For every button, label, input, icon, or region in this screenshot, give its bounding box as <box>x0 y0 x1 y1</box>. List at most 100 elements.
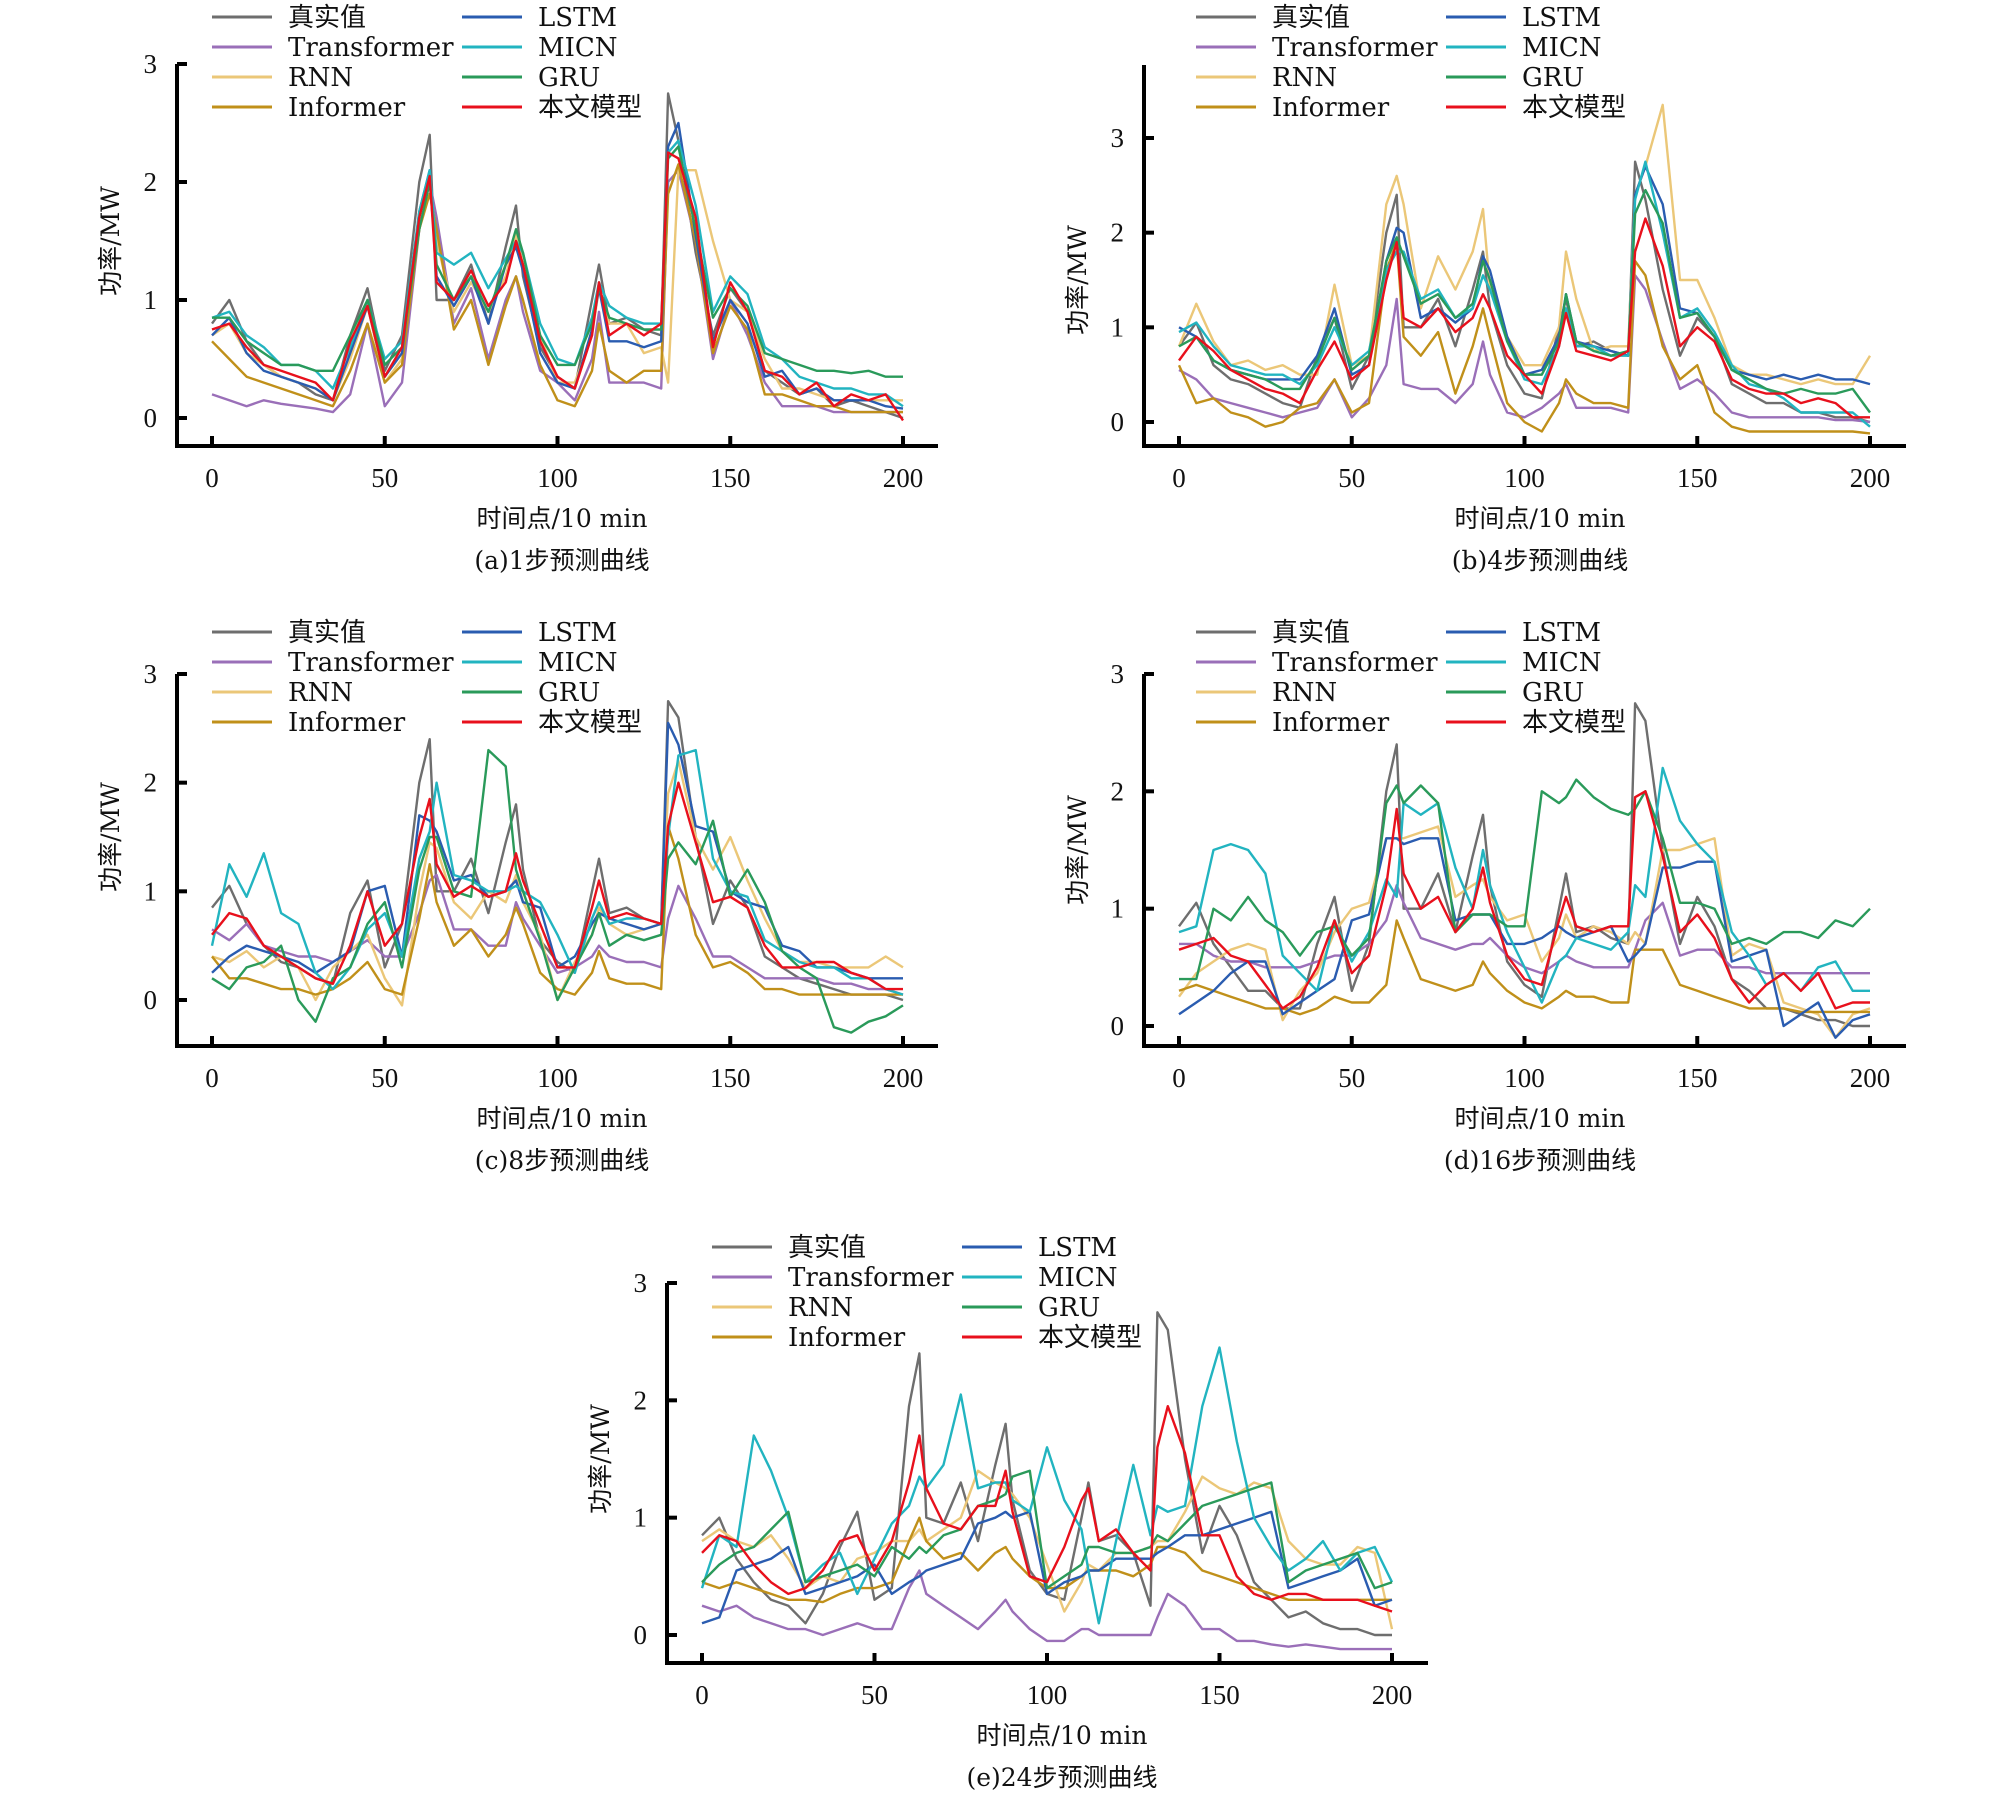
legend-label: MICN <box>1522 648 1602 678</box>
series-line-3 <box>211 163 903 414</box>
legend-item: Informer <box>212 93 406 123</box>
y-tick-label: 0 <box>1111 407 1125 437</box>
legend-item: GRU <box>962 1293 1100 1323</box>
legend-label: 真实值 <box>788 1233 866 1263</box>
x-tick-label: 0 <box>1172 463 1186 493</box>
legend-item: Informer <box>1196 708 1390 738</box>
legend-label: Transformer <box>288 33 454 63</box>
legend-item: Transformer <box>212 33 454 63</box>
y-tick-label: 0 <box>634 1620 648 1650</box>
series-line-0 <box>211 700 904 1002</box>
legend-label: RNN <box>1272 678 1337 708</box>
legend-item: RNN <box>1196 678 1337 708</box>
legend-item: MICN <box>1446 33 1602 63</box>
y-tick-label: 0 <box>1111 1011 1125 1041</box>
legend-label: GRU <box>1522 678 1584 708</box>
y-tick-label: 2 <box>144 167 158 197</box>
series-line-6 <box>211 748 904 1034</box>
x-tick-label: 100 <box>1504 1063 1545 1093</box>
legend-label: 本文模型 <box>538 93 642 123</box>
legend-item: RNN <box>212 63 353 93</box>
legend-label: 本文模型 <box>1038 1323 1142 1353</box>
series-line-7 <box>1178 790 1870 1010</box>
legend-item: Transformer <box>712 1263 954 1293</box>
y-tick-label: 2 <box>1111 218 1125 248</box>
legend-item: Informer <box>712 1323 906 1353</box>
x-tick-label: 150 <box>1199 1680 1240 1710</box>
legend-label: Transformer <box>1272 648 1438 678</box>
x-axis-label: 时间点/10 min <box>477 504 648 533</box>
series-line-5 <box>211 139 904 408</box>
series-line-4 <box>1178 837 1871 1039</box>
series-line-7 <box>701 1405 1393 1613</box>
x-tick-label: 200 <box>1850 463 1891 493</box>
legend-label: Transformer <box>1272 33 1438 63</box>
legend-item: RNN <box>712 1293 853 1323</box>
legend-item: GRU <box>462 63 600 93</box>
legend-item: LSTM <box>1446 3 1601 33</box>
legend-item: MICN <box>462 33 618 63</box>
series-line-7 <box>1178 217 1870 419</box>
legend-item: GRU <box>1446 678 1584 708</box>
x-tick-label: 100 <box>1027 1680 1068 1710</box>
legend-label: GRU <box>1522 63 1584 93</box>
y-axis-label: 功率/MW <box>96 782 125 892</box>
series-line-3 <box>1177 240 1871 435</box>
x-tick-label: 150 <box>1677 463 1718 493</box>
y-tick-label: 3 <box>144 49 158 79</box>
legend-item: 真实值 <box>1196 618 1350 648</box>
legend-item: GRU <box>462 678 600 708</box>
y-axis-label: 功率/MW <box>586 1404 615 1514</box>
legend-label: 真实值 <box>288 618 366 648</box>
series-line-7 <box>211 151 904 422</box>
legend-label: LSTM <box>1522 618 1601 648</box>
legend-label: 真实值 <box>288 3 366 33</box>
series-line-4 <box>1178 165 1871 386</box>
y-tick-label: 0 <box>144 403 158 433</box>
legend-label: 本文模型 <box>1522 708 1626 738</box>
x-tick-label: 0 <box>695 1680 709 1710</box>
x-tick-label: 50 <box>371 463 398 493</box>
legend-item: 真实值 <box>212 618 366 648</box>
series-line-0 <box>211 92 904 420</box>
legend-label: MICN <box>1522 33 1602 63</box>
x-axis-label: 时间点/10 min <box>1455 504 1626 533</box>
y-tick-label: 1 <box>144 876 158 906</box>
legend-item: LSTM <box>962 1233 1117 1263</box>
x-tick-label: 150 <box>710 1063 751 1093</box>
legend-item: GRU <box>1446 63 1584 93</box>
y-tick-label: 2 <box>144 768 158 798</box>
legend-label: GRU <box>538 63 600 93</box>
series-line-4 <box>701 1510 1393 1625</box>
legend-label: Informer <box>288 93 406 123</box>
y-tick-label: 1 <box>1111 894 1125 924</box>
legend-label: 本文模型 <box>538 708 642 738</box>
panel-caption: (e)24步预测曲线 <box>966 1763 1157 1792</box>
legend-item: MICN <box>1446 648 1602 678</box>
series-line-5 <box>1178 766 1870 1004</box>
legend-item: LSTM <box>1446 618 1601 648</box>
legend-label: Informer <box>1272 93 1390 123</box>
series-line-7 <box>211 781 903 991</box>
legend-item: 本文模型 <box>1446 93 1626 123</box>
series-line-3 <box>1178 919 1870 1016</box>
legend-item: 真实值 <box>1196 3 1350 33</box>
legend-item: MICN <box>962 1263 1118 1293</box>
y-tick-label: 0 <box>144 985 158 1015</box>
y-axis-label: 功率/MW <box>1063 795 1092 905</box>
panel-c: 0 1 2 3 0 50 100 150 200 时间点/10 min 功率/MW (c)8步预测曲线… <box>96 618 938 1175</box>
legend-item: MICN <box>462 648 618 678</box>
legend-label: 真实值 <box>1272 3 1350 33</box>
y-tick-label: 1 <box>144 285 158 315</box>
legend-label: MICN <box>538 648 618 678</box>
x-axis-label: 时间点/10 min <box>477 1104 648 1133</box>
series-line-2 <box>701 1469 1394 1630</box>
x-axis-label: 时间点/10 min <box>977 1721 1148 1750</box>
series-line-3 <box>211 824 903 996</box>
legend-label: LSTM <box>1038 1233 1117 1263</box>
y-tick-label: 2 <box>1111 776 1125 806</box>
legend-label: GRU <box>538 678 600 708</box>
legend-label: MICN <box>538 33 618 63</box>
legend-item: Informer <box>212 708 406 738</box>
